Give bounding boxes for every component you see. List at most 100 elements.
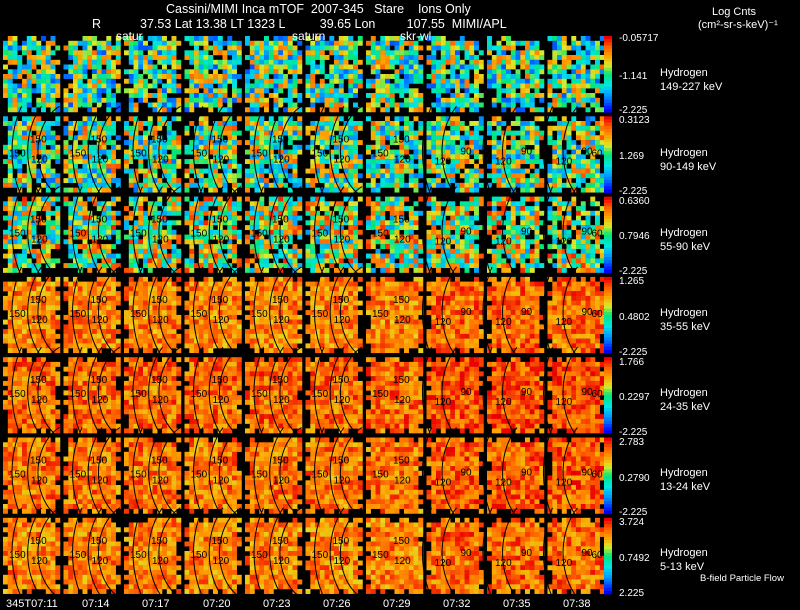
heatmap-cell — [557, 135, 562, 141]
heatmap-cell — [520, 125, 526, 131]
heatmap-cell — [12, 338, 18, 344]
heatmap-cell — [124, 168, 129, 174]
heatmap-cell — [227, 253, 233, 259]
heatmap-cell — [213, 64, 218, 70]
heatmap-cell — [63, 93, 69, 98]
heatmap-cell — [254, 88, 260, 94]
heatmap-cell — [273, 36, 279, 41]
heatmap-cell — [510, 45, 516, 51]
heatmap-cell — [287, 78, 293, 84]
heatmap-cell — [287, 40, 293, 46]
heatmap-cell — [194, 263, 199, 269]
heatmap-cell — [68, 244, 74, 250]
heatmap-cell — [268, 215, 274, 221]
heatmap-cell — [184, 210, 190, 216]
heatmap-cell — [12, 144, 18, 150]
heatmap-cell — [348, 168, 354, 174]
heatmap-cell — [245, 116, 250, 122]
heatmap-cell — [459, 36, 465, 41]
heatmap-cell — [162, 149, 167, 155]
heatmap-cell — [45, 310, 51, 316]
heatmap-cell — [547, 116, 553, 122]
heatmap-cell — [198, 64, 204, 70]
heatmap-cell — [36, 102, 42, 108]
heatmap-cell — [399, 69, 405, 75]
heatmap-cell — [287, 59, 293, 65]
heatmap-cell — [17, 59, 23, 65]
heatmap-cell — [474, 140, 479, 146]
heatmap-cell — [92, 178, 97, 184]
heatmap-cell — [264, 36, 269, 41]
heatmap-cell — [399, 206, 405, 212]
heatmap-cell — [534, 215, 540, 221]
heatmap-cell — [474, 40, 479, 46]
heatmap-cell — [45, 59, 51, 65]
heatmap-cell — [194, 59, 199, 65]
heatmap-cell — [189, 50, 195, 56]
heatmap-cell — [143, 93, 148, 98]
heatmap-cell — [264, 107, 269, 113]
heatmap-cell — [26, 40, 32, 46]
heatmap-cell — [404, 267, 409, 273]
heatmap-cell — [268, 154, 274, 160]
heatmap-cell — [7, 78, 13, 84]
heatmap-cell — [143, 168, 148, 174]
heatmap-cell — [232, 88, 237, 94]
heatmap-cell — [208, 248, 214, 254]
heatmap-cell — [12, 210, 18, 216]
heatmap-cell — [389, 64, 395, 70]
heatmap-cell — [590, 125, 596, 131]
heatmap-cell — [171, 40, 177, 46]
heatmap-cell — [152, 140, 158, 146]
heatmap-cell — [529, 130, 535, 136]
heatmap-cell — [394, 234, 400, 240]
heatmap-cell — [278, 135, 284, 141]
heatmap-cell — [259, 248, 265, 254]
heatmap-cell — [491, 248, 497, 254]
heatmap-cell — [249, 102, 255, 108]
heatmap-cell — [580, 210, 586, 216]
heatmap-cell — [41, 343, 46, 349]
heatmap-cell — [133, 50, 139, 56]
heatmap-cell — [147, 267, 153, 273]
heatmap-cell — [106, 149, 112, 155]
heatmap-cell — [501, 121, 507, 126]
heatmap-cell — [440, 182, 446, 188]
heatmap-cell — [334, 59, 339, 65]
heatmap-cell — [73, 93, 78, 98]
heatmap-cell — [595, 97, 600, 103]
heatmap-cell — [17, 210, 23, 216]
heatmap-cell — [254, 93, 260, 98]
heatmap-cell — [394, 140, 400, 146]
heatmap-cell — [92, 93, 97, 98]
heatmap-cell — [370, 220, 376, 226]
heatmap-cell — [249, 130, 255, 136]
heatmap-cell — [375, 78, 381, 84]
heatmap-cell — [259, 206, 265, 212]
heatmap-cell — [590, 196, 596, 202]
heatmap-cell — [162, 248, 167, 254]
heatmap-cell — [319, 206, 325, 212]
heatmap-cell — [7, 74, 13, 79]
heatmap-cell — [370, 36, 376, 41]
heatmap-cell — [576, 229, 581, 235]
heatmap-cell — [394, 229, 400, 235]
colorbar-segment — [604, 225, 612, 229]
heatmap-cell — [283, 210, 288, 216]
heatmap-cell — [506, 45, 511, 51]
heatmap-cell — [55, 220, 61, 226]
heatmap-cell — [334, 206, 339, 212]
heatmap-cell — [595, 40, 600, 46]
heatmap-cell — [259, 69, 265, 75]
heatmap-cell — [599, 69, 605, 75]
heatmap-cell — [68, 107, 74, 113]
heatmap-cell — [455, 225, 460, 231]
heatmap-cell — [287, 239, 293, 245]
heatmap-cell — [404, 40, 409, 46]
heatmap-cell — [7, 97, 13, 103]
heatmap-cell — [324, 93, 330, 98]
heatmap-cell — [189, 206, 195, 212]
heatmap-cell — [375, 93, 381, 98]
heatmap-cell — [22, 130, 27, 136]
heatmap-cell — [474, 267, 479, 273]
